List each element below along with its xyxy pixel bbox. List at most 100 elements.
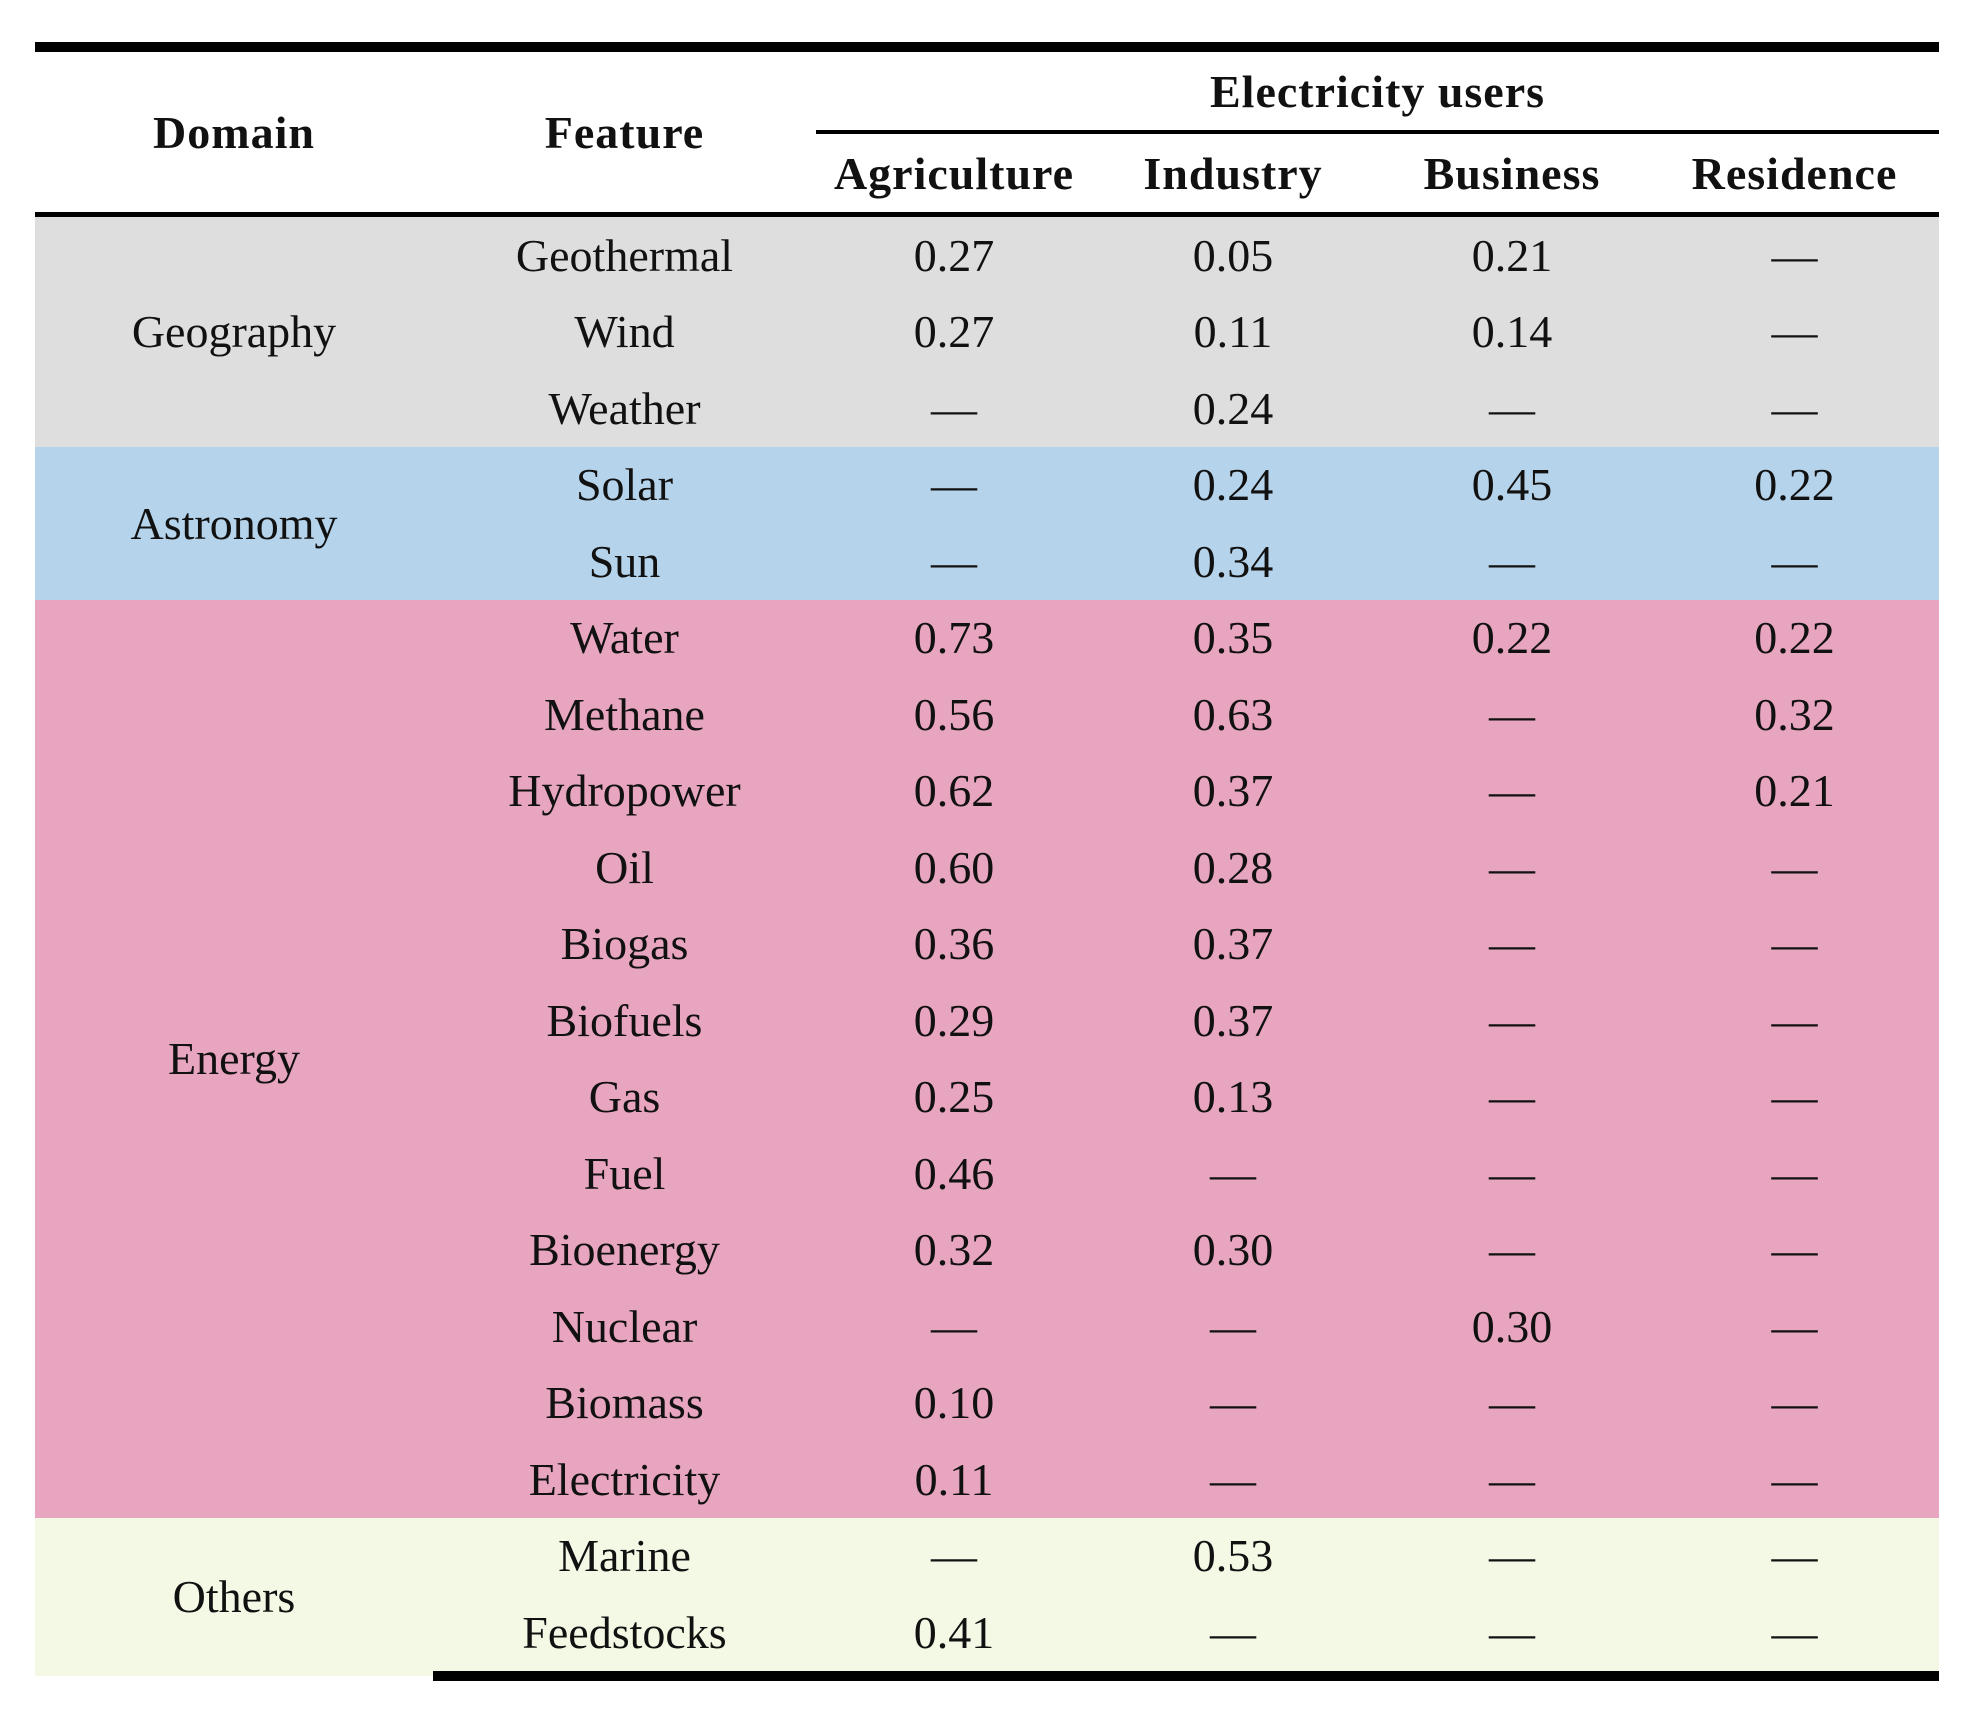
value-cell: — [1771,382,1818,434]
value-cell: 0.21 [1471,229,1553,281]
feature-cell: Biomass [545,1377,704,1429]
domain-cell: Others [172,1571,296,1622]
value-cell: 0.29 [913,994,995,1046]
feature-cell: Bioenergy [529,1224,720,1276]
feature-cell: Wind [574,306,675,358]
feature-cell: Feedstocks [433,1594,816,1681]
header-domain: Domain [35,42,433,217]
value-cell: 0.32 [1754,688,1835,740]
value-cell: — [1771,306,1818,358]
table-row: Geography Geothermal 0.27 0.05 0.21 — [35,214,1940,357]
value-cell: — [1489,535,1535,587]
feature-cell: Oil [595,841,654,893]
value-cell: — [1771,1530,1818,1582]
value-cell: — [1771,535,1818,587]
header-feature: Feature [433,42,816,217]
value-cell: 0.45 [1471,459,1553,511]
column-header: Residence [1650,132,1940,217]
value-cell: 0.60 [913,841,995,893]
value-cell: — [931,382,977,434]
table-row: Energy Water 0.73 0.35 0.22 0.22 [35,599,1940,1084]
value-cell: 0.22 [1471,612,1553,664]
value-cell: 0.46 [913,1147,995,1199]
value-cell: — [1771,1071,1818,1123]
value-cell: — [1489,1453,1535,1505]
value-cell: — [1771,1377,1818,1429]
value-cell: 0.27 [913,306,995,358]
feature-cell: Weather [548,382,701,434]
feature-cell: Methane [544,688,705,740]
value-cell: 0.30 [1471,1300,1553,1352]
value-cell: — [1489,1071,1535,1123]
feature-cell: Solar [575,459,674,511]
value-cell: — [1489,1530,1535,1582]
value-cell: — [1092,1594,1374,1681]
value-cell: — [1771,841,1818,893]
value-cell: — [1771,918,1818,970]
value-cell: 0.35 [1192,612,1274,664]
value-cell: — [1489,1224,1535,1276]
value-cell: — [1210,1147,1256,1199]
feature-cell: Water [570,612,679,664]
header-group: Electricity users [816,42,1940,134]
value-cell: 0.10 [913,1377,995,1429]
value-cell: — [1771,1453,1818,1505]
value-cell: 0.14 [1471,306,1553,358]
value-cell: 0.34 [1192,535,1274,587]
domain-cell: Geography [131,306,337,358]
value-cell: 0.05 [1192,229,1274,281]
value-cell: — [931,1530,977,1582]
value-cell: — [1210,1300,1256,1352]
value-cell: 0.30 [1192,1224,1274,1276]
value-cell: — [1374,1594,1650,1681]
value-cell: — [1489,918,1535,970]
feature-cell: Biofuels [546,994,703,1046]
value-cell: — [931,1300,977,1352]
value-cell: — [931,535,977,587]
feature-cell: Nuclear [551,1300,698,1352]
value-cell: 0.28 [1192,841,1274,893]
feature-cell: Geothermal [515,229,734,281]
value-cell: — [1210,1377,1256,1429]
value-cell: — [1210,1453,1256,1505]
value-cell: 0.13 [1192,1071,1274,1123]
table: Domain Feature Electricity users Agricul… [35,42,1940,1681]
column-header: Industry [1092,132,1374,217]
value-cell: 0.41 [816,1594,1092,1681]
value-cell: — [1489,382,1535,434]
value-cell: — [931,459,977,511]
value-cell: 0.37 [1192,918,1274,970]
value-cell: 0.63 [1192,688,1274,740]
value-cell: — [1771,1147,1818,1199]
feature-cell: Sun [588,535,661,587]
feature-cell: Fuel [583,1147,666,1199]
column-header: Agriculture [816,132,1092,217]
value-cell: 0.21 [1754,765,1835,817]
value-cell: — [1489,688,1535,740]
value-cell: — [1489,765,1535,817]
value-cell: 0.73 [913,612,995,664]
table-row: Astronomy Solar — 0.24 0.45 0.22 [35,446,1940,549]
value-cell: 0.36 [913,918,995,970]
value-cell: — [1489,1147,1535,1199]
feature-cell: Electricity [528,1453,721,1505]
feature-cell: Gas [588,1071,661,1123]
value-cell: 0.37 [1192,994,1274,1046]
feature-cell: Hydropower [508,765,741,817]
value-cell: 0.25 [913,1071,995,1123]
value-cell: 0.32 [913,1224,995,1276]
table-row: Others Marine — 0.53 — — [35,1517,1940,1622]
value-cell: — [1771,229,1818,281]
value-cell: 0.22 [1754,612,1835,664]
value-cell: 0.62 [913,765,995,817]
value-cell: 0.24 [1192,382,1274,434]
value-cell: 0.11 [914,1453,994,1505]
value-cell: — [1489,1377,1535,1429]
value-cell: — [1489,994,1535,1046]
domain-cell: Astronomy [130,497,338,549]
value-cell: — [1489,841,1535,893]
value-cell: 0.27 [913,229,995,281]
value-cell: 0.56 [913,688,995,740]
feature-cell: Marine [558,1530,691,1582]
